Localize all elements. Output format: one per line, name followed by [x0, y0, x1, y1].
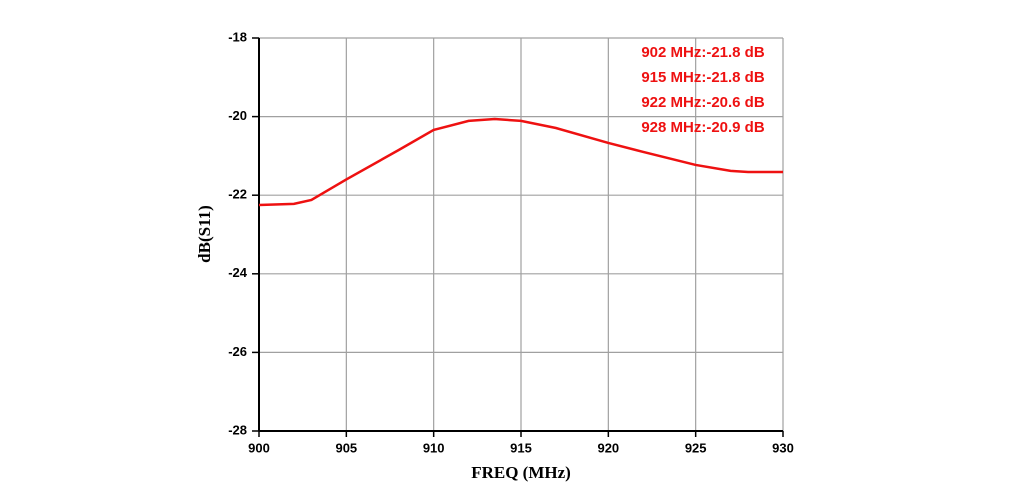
y-tick-label: -28 — [228, 422, 247, 437]
x-tick-label: 920 — [597, 440, 619, 455]
annotation: 915 MHz:-21.8 dB — [641, 69, 765, 86]
y-tick-label: -24 — [228, 265, 248, 280]
x-tick-label: 900 — [248, 440, 270, 455]
x-tick-label: 905 — [335, 440, 357, 455]
annotation: 928 MHz:-20.9 dB — [641, 119, 765, 136]
x-tick-label: 915 — [510, 440, 532, 455]
y-tick-label: -26 — [228, 344, 247, 359]
y-tick-label: -22 — [228, 187, 247, 202]
x-axis-title: FREQ (MHz) — [471, 463, 571, 482]
annotation: 922 MHz:-20.6 dB — [641, 94, 765, 111]
data-line — [258, 117, 783, 207]
annotation: 902 MHz:-21.8 dB — [641, 44, 765, 61]
y-axis-title: dB(S11) — [195, 205, 214, 263]
y-tick-label: -20 — [228, 108, 247, 123]
y-tick-label: -18 — [228, 29, 247, 44]
x-tick-label: 925 — [685, 440, 707, 455]
x-tick-label: 910 — [423, 440, 445, 455]
x-tick-label: 930 — [772, 440, 794, 455]
